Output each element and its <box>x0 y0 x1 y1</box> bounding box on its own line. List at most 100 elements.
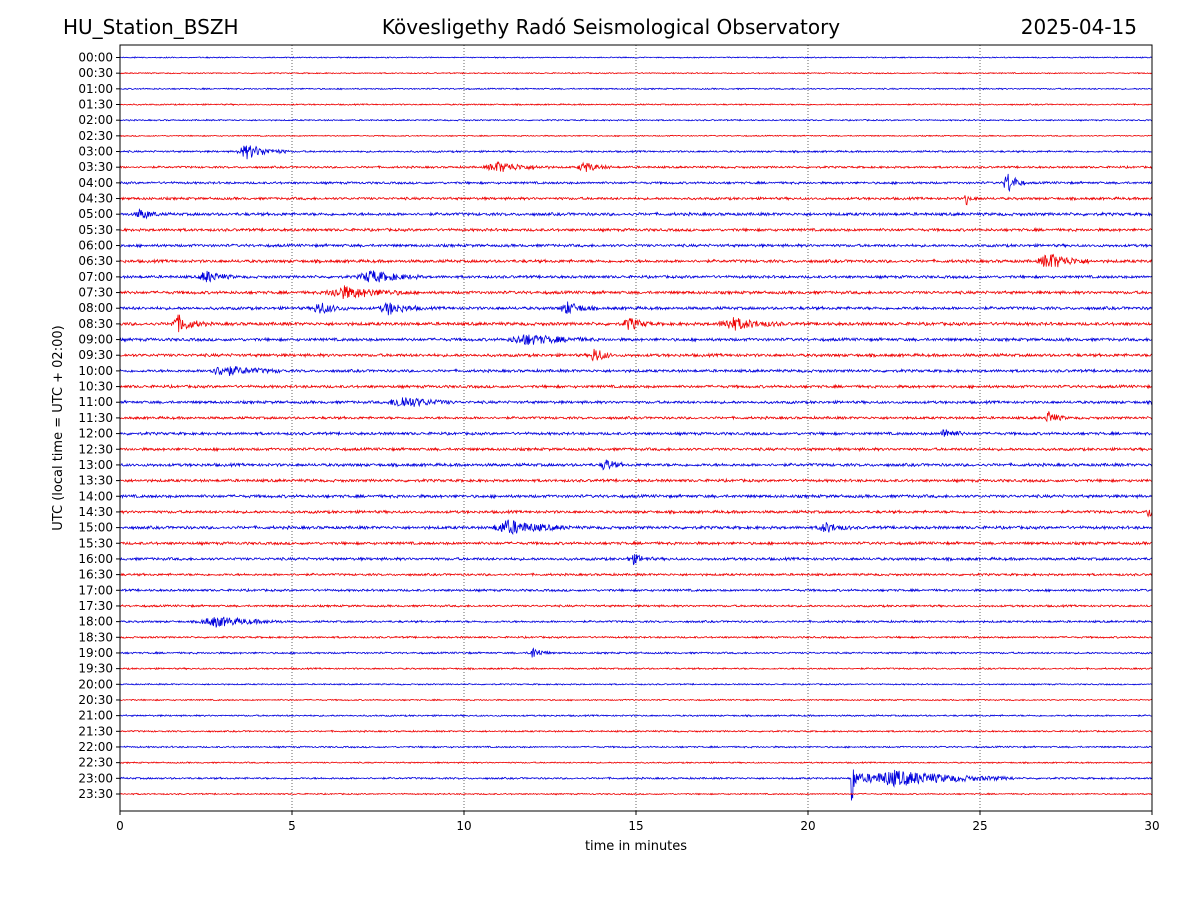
trace-22:30 <box>119 761 1153 765</box>
trace-05:00 <box>120 208 1153 220</box>
y-tick-label-11:00: 11:00 <box>78 395 113 409</box>
trace-14:30 <box>119 509 1153 518</box>
y-tick-label-20:00: 20:00 <box>78 677 113 691</box>
trace-19:30 <box>119 666 1153 671</box>
x-tick-label-25: 25 <box>972 819 987 833</box>
trace-18:00 <box>119 616 1153 628</box>
trace-09:00 <box>119 333 1153 346</box>
trace-00:30 <box>119 71 1153 75</box>
trace-02:30 <box>119 134 1153 138</box>
y-tick-label-06:30: 06:30 <box>78 254 113 268</box>
y-tick-label-07:00: 07:00 <box>78 270 113 284</box>
trace-03:00 <box>119 145 1153 160</box>
trace-19:00 <box>119 647 1153 658</box>
x-tick-label-20: 20 <box>800 819 815 833</box>
trace-15:30 <box>119 540 1153 547</box>
trace-11:00 <box>119 397 1153 408</box>
y-tick-label-09:00: 09:00 <box>78 333 113 347</box>
y-tick-label-21:30: 21:30 <box>78 724 113 738</box>
y-tick-label-17:30: 17:30 <box>78 599 113 613</box>
y-tick-label-20:30: 20:30 <box>78 693 113 707</box>
trace-12:00 <box>119 428 1153 437</box>
trace-06:00 <box>119 242 1153 249</box>
trace-01:00 <box>119 87 1153 91</box>
y-tick-label-06:00: 06:00 <box>78 239 113 253</box>
trace-12:30 <box>119 446 1153 453</box>
y-tick-label-14:00: 14:00 <box>78 489 113 503</box>
trace-13:00 <box>119 459 1153 471</box>
trace-02:00 <box>119 118 1153 122</box>
trace-16:00 <box>119 554 1153 566</box>
trace-23:00 <box>119 769 1153 801</box>
seismic-traces <box>119 56 1153 801</box>
y-tick-label-10:00: 10:00 <box>78 364 113 378</box>
y-tick-label-11:30: 11:30 <box>78 411 113 425</box>
trace-03:30 <box>119 161 1153 173</box>
station-name: HU_Station_BSZH <box>63 15 239 39</box>
x-axis-ticks: 0 5 10 15 20 25 30 <box>116 811 1160 833</box>
trace-08:30 <box>119 314 1153 333</box>
chart-date: 2025-04-15 <box>1020 15 1137 39</box>
vertical-gridlines <box>291 45 981 811</box>
y-tick-label-22:00: 22:00 <box>78 740 113 754</box>
x-tick-label-30: 30 <box>1144 819 1159 833</box>
y-tick-label-03:00: 03:00 <box>78 145 113 159</box>
y-axis-label: UTC (local time = UTC + 02:00) <box>51 325 66 530</box>
trace-17:00 <box>119 587 1153 593</box>
y-tick-label-18:00: 18:00 <box>78 615 113 629</box>
trace-07:00 <box>119 270 1153 283</box>
y-tick-label-23:00: 23:00 <box>78 771 113 785</box>
trace-13:30 <box>119 477 1153 484</box>
y-tick-label-09:30: 09:30 <box>78 348 113 362</box>
x-tick-label-0: 0 <box>116 819 124 833</box>
y-tick-label-15:30: 15:30 <box>78 536 113 550</box>
trace-06:30 <box>119 253 1153 268</box>
y-tick-label-21:00: 21:00 <box>78 709 113 723</box>
trace-01:30 <box>119 103 1153 107</box>
x-tick-label-10: 10 <box>456 819 471 833</box>
y-tick-label-07:30: 07:30 <box>78 286 113 300</box>
y-tick-label-05:30: 05:30 <box>78 223 113 237</box>
y-tick-label-13:00: 13:00 <box>78 458 113 472</box>
y-tick-label-23:30: 23:30 <box>78 787 113 801</box>
y-tick-label-04:30: 04:30 <box>78 192 113 206</box>
y-tick-label-16:30: 16:30 <box>78 568 113 582</box>
y-tick-label-01:30: 01:30 <box>78 98 113 112</box>
y-tick-label-02:30: 02:30 <box>78 129 113 143</box>
trace-04:00 <box>119 173 1153 193</box>
y-tick-label-19:00: 19:00 <box>78 646 113 660</box>
y-tick-label-03:30: 03:30 <box>78 160 113 174</box>
trace-18:30 <box>119 635 1153 640</box>
x-axis-label: time in minutes <box>585 839 687 854</box>
y-tick-label-00:00: 00:00 <box>78 51 113 65</box>
y-tick-label-08:30: 08:30 <box>78 317 113 331</box>
trace-22:00 <box>119 745 1153 749</box>
y-tick-label-14:30: 14:30 <box>78 505 113 519</box>
trace-15:00 <box>119 519 1153 535</box>
trace-11:30 <box>119 411 1153 423</box>
trace-21:30 <box>119 729 1153 734</box>
y-tick-label-16:00: 16:00 <box>78 552 113 566</box>
trace-04:30 <box>119 195 1153 206</box>
trace-16:30 <box>119 572 1153 577</box>
trace-08:00 <box>119 301 1153 316</box>
y-tick-label-13:30: 13:30 <box>78 474 113 488</box>
trace-17:30 <box>119 603 1153 609</box>
y-tick-label-10:30: 10:30 <box>78 380 113 394</box>
trace-10:00 <box>119 366 1153 377</box>
y-tick-label-04:00: 04:00 <box>78 176 113 190</box>
y-tick-label-08:00: 08:00 <box>78 301 113 315</box>
y-tick-label-17:00: 17:00 <box>78 583 113 597</box>
trace-09:30 <box>119 348 1153 362</box>
y-tick-label-12:00: 12:00 <box>78 427 113 441</box>
trace-10:30 <box>119 383 1153 390</box>
trace-14:00 <box>119 493 1153 500</box>
trace-23:30 <box>119 792 1153 796</box>
y-tick-label-02:00: 02:00 <box>78 113 113 127</box>
y-tick-label-22:30: 22:30 <box>78 756 113 770</box>
trace-20:30 <box>119 698 1153 702</box>
y-tick-label-01:00: 01:00 <box>78 82 113 96</box>
y-tick-label-12:30: 12:30 <box>78 442 113 456</box>
trace-21:00 <box>119 713 1153 718</box>
